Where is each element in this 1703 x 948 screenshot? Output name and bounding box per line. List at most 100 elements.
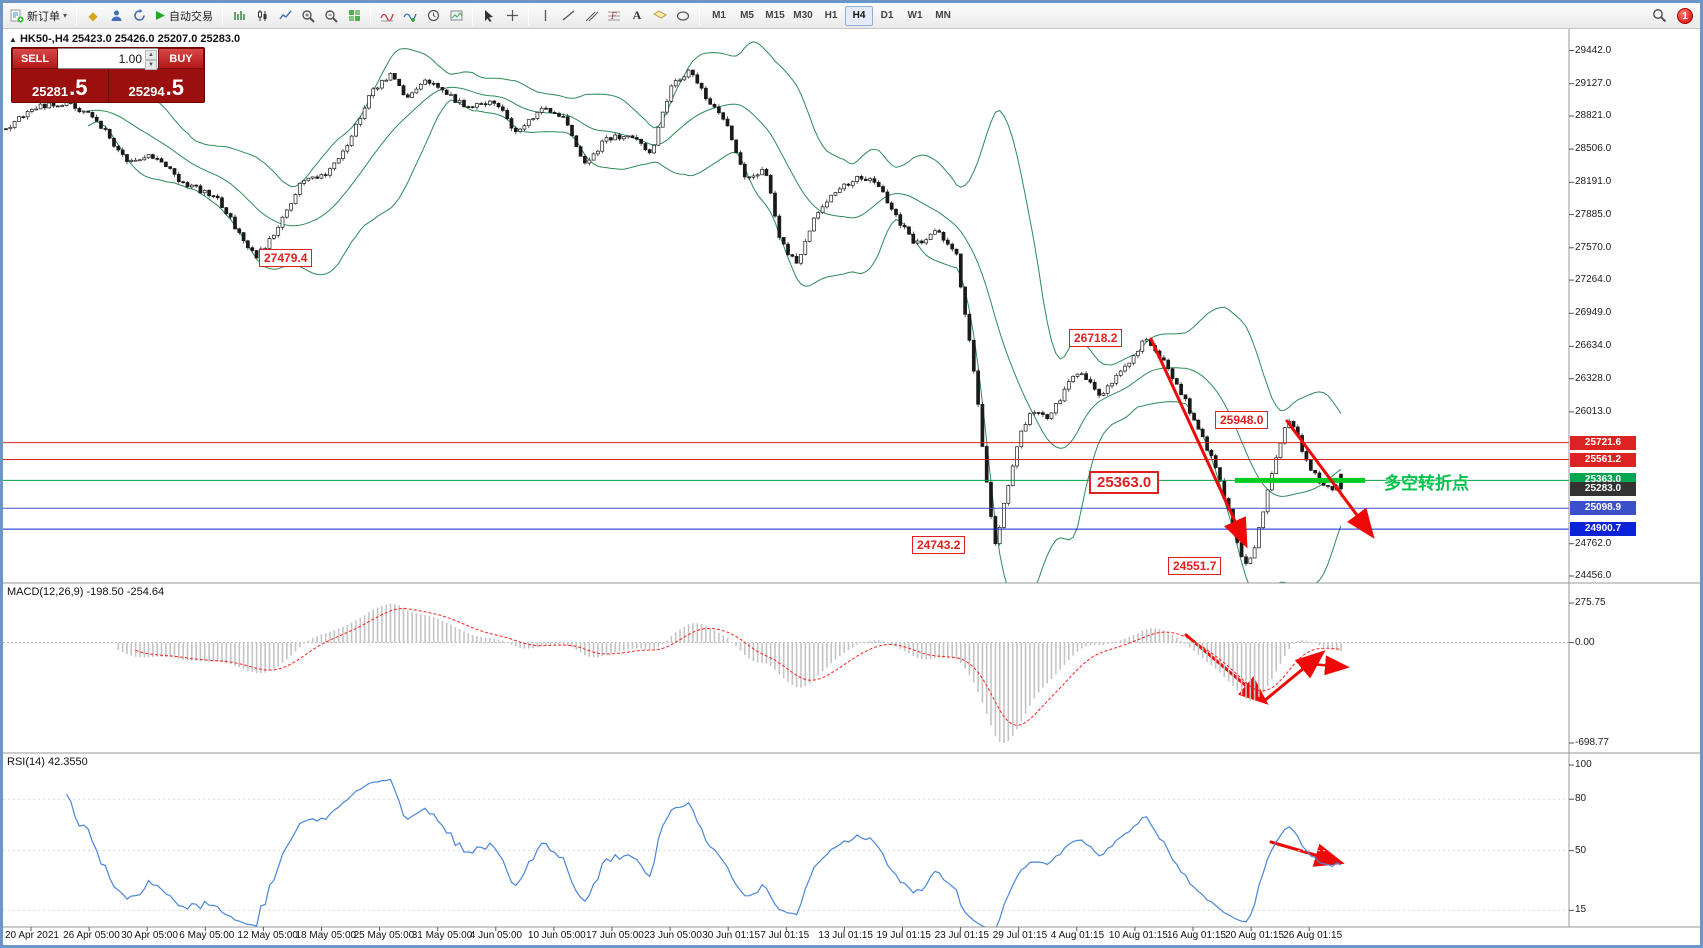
shapes-button[interactable] — [672, 5, 694, 27]
red-trend-arrow[interactable] — [1262, 650, 1326, 703]
zoom-out-button[interactable] — [320, 5, 342, 27]
red-trend-arrow[interactable] — [1269, 840, 1345, 867]
turning-point-note[interactable]: 多空转折点 — [1384, 474, 1469, 493]
sell-price-main: 25281 — [31, 84, 69, 99]
time-axis-label: 4 Jun 05:00 — [469, 930, 523, 941]
timeframe-h1-button[interactable]: H1 — [817, 6, 845, 26]
zoom-in-button[interactable] — [297, 5, 319, 27]
timeframe-m1-button[interactable]: M1 — [705, 6, 733, 26]
price-label-annotation[interactable]: 25363.0 — [1089, 471, 1160, 494]
timeframe-h4-button[interactable]: H4 — [845, 5, 874, 26]
time-axis-label: 7 Jul 01:15 — [760, 930, 810, 941]
period-clock-button[interactable] — [422, 5, 444, 27]
channel-button[interactable] — [580, 5, 602, 27]
label-tool-button[interactable] — [649, 5, 671, 27]
tile-windows-icon — [348, 10, 360, 21]
chart-area[interactable]: ▲ HK50-,H4 25423.0 25426.0 25207.0 25283… — [3, 29, 1700, 945]
timeframe-w1-button[interactable]: W1 — [901, 6, 929, 26]
add-indicator-button[interactable] — [399, 5, 421, 27]
line-chart-icon — [278, 10, 292, 20]
macd-axis-label: 0.00 — [1575, 636, 1595, 648]
timeframe-m30-button[interactable]: M30 — [789, 6, 817, 26]
search-icon-button[interactable] — [1648, 5, 1671, 27]
chart-canvas[interactable] — [3, 29, 1700, 945]
text-tool-button[interactable]: A — [626, 5, 648, 27]
navigator-icon-button[interactable] — [128, 5, 150, 27]
crosshair-icon — [506, 10, 518, 21]
price-tag: 25098.9 — [1570, 501, 1636, 516]
indicators-button[interactable] — [376, 5, 398, 27]
macd-indicator-label: MACD(12,26,9) -198.50 -254.64 — [7, 586, 165, 598]
cursor-button[interactable] — [478, 5, 500, 27]
fibonacci-icon: F — [608, 11, 621, 21]
price-tag: 25283.0 — [1570, 481, 1636, 496]
profiles-icon-button[interactable]: ◆ — [82, 5, 104, 27]
price-pane — [3, 41, 1569, 583]
crosshair-button[interactable] — [501, 5, 523, 27]
red-trend-arrow[interactable] — [1297, 655, 1350, 676]
buy-price[interactable]: 25294.5 — [109, 69, 205, 102]
vertical-line-button[interactable] — [534, 5, 556, 27]
price-label-annotation[interactable]: 27479.4 — [259, 249, 313, 267]
toolbar-separator — [76, 6, 78, 25]
candlestick-chart-button[interactable] — [251, 5, 273, 27]
price-axis-label: 26013.0 — [1575, 405, 1612, 417]
price-axis-label: 28506.0 — [1575, 143, 1612, 155]
new-order-icon — [10, 9, 24, 22]
templates-button[interactable] — [445, 5, 467, 27]
timeframe-group: M1 M5 M15 M30 H1 H4 D1 W1 MN — [705, 5, 957, 26]
indicator-plus-icon — [403, 13, 417, 22]
buy-price-pips: .5 — [165, 75, 184, 100]
time-axis-label: 19 Jul 01:15 — [876, 930, 932, 941]
time-axis-label: 31 May 05:00 — [411, 930, 473, 941]
new-order-button[interactable]: 新订单 ▾ — [6, 5, 71, 27]
timeframe-m15-button[interactable]: M15 — [761, 6, 789, 26]
spinner-down-icon[interactable]: ▼ — [145, 60, 157, 70]
macd-pane — [3, 603, 1569, 743]
sell-button[interactable]: SELL — [12, 48, 58, 69]
timeframe-d1-button[interactable]: D1 — [873, 6, 901, 26]
red-trend-arrow[interactable] — [1149, 337, 1248, 549]
spinner-up-icon[interactable]: ▲ — [145, 50, 157, 60]
price-tag: 24900.7 — [1570, 522, 1636, 537]
price-label-annotation[interactable]: 25948.0 — [1215, 411, 1269, 429]
notification-badge[interactable]: 1 — [1677, 7, 1693, 24]
sell-price[interactable]: 25281.5 — [12, 69, 108, 102]
time-axis-label: 12 May 05:00 — [237, 930, 298, 941]
search-icon — [1653, 9, 1667, 23]
price-label-annotation[interactable]: 24743.2 — [912, 536, 966, 554]
red-trend-arrow[interactable] — [1285, 419, 1375, 539]
trendline-button[interactable] — [557, 5, 579, 27]
toolbar-separator — [222, 6, 224, 25]
bollinger-lower-band — [87, 99, 1342, 583]
auto-trading-button[interactable]: 自动交易 — [151, 5, 217, 27]
line-chart-button[interactable] — [274, 5, 296, 27]
toolbar-separator — [472, 6, 474, 25]
price-axis-label: 26328.0 — [1575, 372, 1612, 384]
profiles-icon: ◆ — [88, 8, 98, 23]
person-icon — [111, 10, 122, 21]
volume-spinner[interactable]: ▲ ▼ — [145, 50, 157, 70]
fibonacci-button[interactable]: F — [603, 5, 625, 27]
price-label-annotation[interactable]: 24551.7 — [1168, 557, 1222, 575]
volume-value: 1.00 — [118, 51, 142, 66]
tile-windows-button[interactable] — [343, 5, 365, 27]
price-tag: 25721.6 — [1570, 435, 1636, 450]
time-axis-label: 20 Aug 01:15 — [1225, 930, 1285, 941]
buy-button[interactable]: BUY — [158, 48, 204, 69]
market-watch-icon-button[interactable] — [105, 5, 127, 27]
ellipse-shape-icon — [676, 10, 690, 21]
timeframe-mn-button[interactable]: MN — [929, 6, 957, 26]
timeframe-m5-button[interactable]: M5 — [733, 6, 761, 26]
vertical-line-icon — [544, 10, 546, 21]
price-axis-label: 29127.0 — [1575, 77, 1612, 89]
time-axis-label: 23 Jul 01:15 — [934, 930, 990, 941]
text-tool-icon: A — [632, 8, 642, 22]
bar-chart-button[interactable] — [228, 5, 250, 27]
new-order-label: 新订单 — [27, 10, 60, 23]
play-icon — [156, 11, 166, 20]
label-tag-icon — [653, 9, 668, 19]
bar-chart-icon — [233, 11, 245, 20]
price-label-annotation[interactable]: 26718.2 — [1069, 329, 1123, 347]
volume-input[interactable]: 1.00 ▲ ▼ — [58, 48, 158, 70]
